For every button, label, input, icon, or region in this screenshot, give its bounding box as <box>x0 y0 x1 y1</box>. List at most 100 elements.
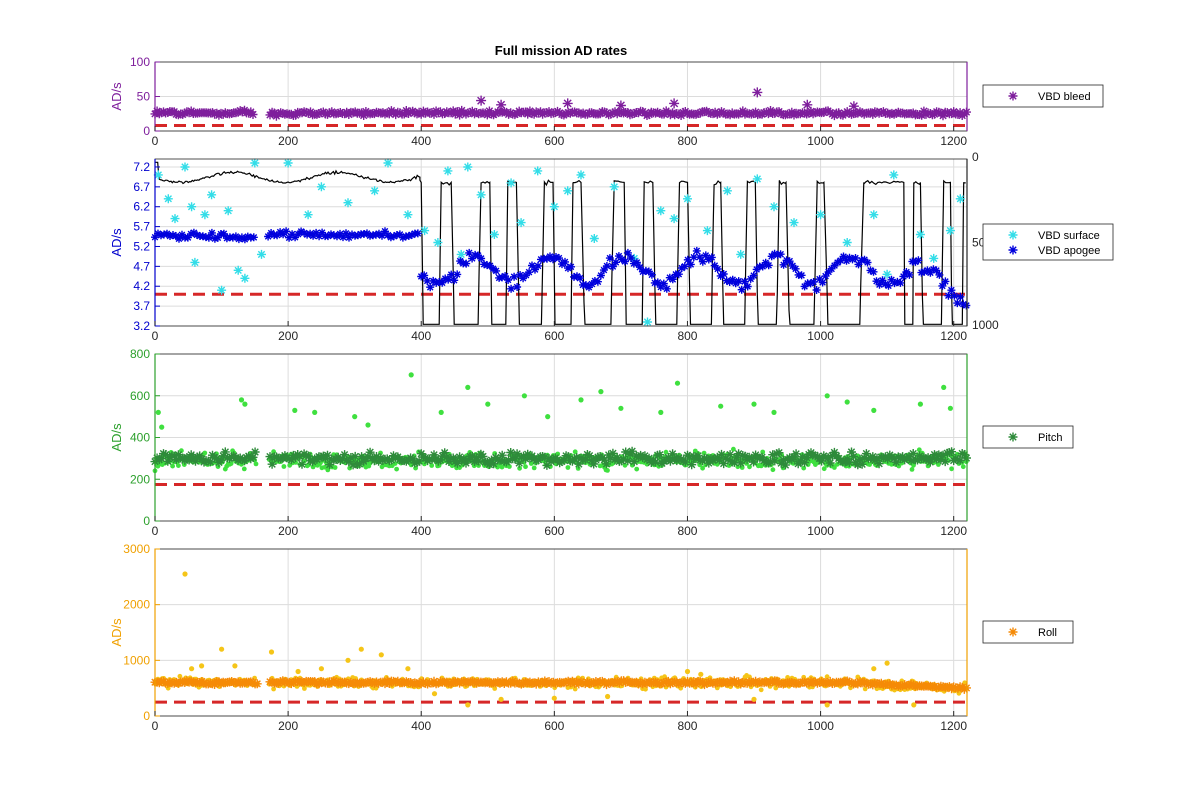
vbd-apogee-point <box>354 231 362 240</box>
data-point <box>429 109 439 119</box>
data-point <box>623 456 633 466</box>
vbd-surface-point <box>233 265 243 275</box>
data-point <box>734 109 744 119</box>
outlier-point <box>268 649 275 655</box>
data-point <box>876 108 886 117</box>
vbd-apogee-point <box>692 246 701 255</box>
data-point <box>340 677 350 687</box>
vbd-apogee-point <box>737 285 746 294</box>
data-point <box>512 449 522 459</box>
vbd-apogee-point <box>596 271 605 280</box>
vbd-surface-point <box>669 214 679 224</box>
data-point <box>429 450 439 460</box>
vbd-apogee-point <box>809 278 818 286</box>
vbd-apogee-point <box>701 251 710 260</box>
data-point <box>938 111 948 121</box>
vbd-apogee-point <box>462 259 471 268</box>
vbd-surface-point <box>443 166 453 176</box>
data-point <box>169 451 179 461</box>
vbd-apogee-point <box>492 266 501 275</box>
data-point <box>540 452 550 462</box>
data-point <box>482 110 492 120</box>
outlier-point <box>521 393 528 399</box>
data-point <box>832 465 837 470</box>
y-tick-label: 6.7 <box>133 180 150 194</box>
vbd-apogee-point <box>830 261 839 270</box>
data-point <box>332 465 338 470</box>
vbd-apogee-point <box>929 265 938 274</box>
vbd-surface-point <box>643 317 652 327</box>
data-point <box>642 111 652 120</box>
vbd-apogee-point <box>653 278 662 287</box>
vbd-apogee-point <box>426 283 435 292</box>
vbd-surface-point <box>842 238 852 247</box>
vbd-apogee-point <box>791 264 800 273</box>
vbd-surface-point <box>163 194 173 204</box>
vbd-apogee-point <box>303 230 312 239</box>
data-point <box>542 460 552 470</box>
data-point <box>248 110 258 119</box>
vbd-apogee-point <box>300 228 309 237</box>
vbd-surface-point <box>190 257 200 267</box>
vbd-apogee-point <box>453 270 462 279</box>
legend: VBD surface VBD apogee <box>982 223 1114 261</box>
vbd-apogee-point <box>911 257 920 266</box>
data-point <box>589 459 599 469</box>
vbd-surface-point <box>207 190 217 200</box>
data-point <box>173 450 183 460</box>
outlier-point <box>669 98 680 109</box>
vbd-apogee-point <box>827 264 836 273</box>
vbd-apogee-point <box>713 265 722 273</box>
vbd-surface-point <box>752 174 762 184</box>
vbd-apogee-point <box>674 270 683 279</box>
data-point <box>346 453 356 462</box>
data-point <box>847 109 856 119</box>
data-point <box>653 107 663 117</box>
data-point <box>883 454 893 464</box>
data-point <box>913 455 922 465</box>
vbd-apogee-point <box>854 260 863 269</box>
vbd-apogee-point <box>407 230 416 239</box>
vbd-apogee-point <box>498 273 507 282</box>
data-point <box>919 106 929 116</box>
data-point <box>687 460 697 470</box>
data-point <box>678 456 688 466</box>
data-point <box>363 452 373 462</box>
vbd-surface-point <box>476 190 486 200</box>
vbd-apogee-point <box>234 235 243 244</box>
outlier-point <box>698 671 704 677</box>
vbd-apogee-point <box>926 268 935 277</box>
vbd-apogee-point <box>953 299 962 308</box>
data-point <box>651 677 660 687</box>
vbd-apogee-point <box>779 260 788 269</box>
outlier-point <box>498 696 504 702</box>
data-point <box>506 448 516 457</box>
data-point <box>218 451 228 461</box>
vbd-apogee-point <box>632 258 641 267</box>
data-point <box>442 452 452 462</box>
outlier-point <box>219 646 225 652</box>
data-point <box>435 455 445 465</box>
data-point <box>384 109 394 119</box>
vbd-apogee-point <box>573 272 581 281</box>
x-tick-label: 1000 <box>807 134 834 148</box>
vbd-apogee-point <box>872 277 881 286</box>
vbd-apogee-point <box>746 274 755 283</box>
data-point <box>325 460 335 470</box>
y-tick-label: 3.2 <box>133 319 150 333</box>
vbd-apogee-point <box>516 271 525 279</box>
data-point <box>463 455 473 465</box>
vbd-apogee-point <box>662 284 671 293</box>
data-point <box>284 454 294 464</box>
vbd-surface-point <box>187 202 197 212</box>
vbd-apogee-point <box>914 256 923 265</box>
vbd-apogee-point <box>629 259 638 268</box>
data-point <box>605 468 610 473</box>
data-point <box>798 452 807 462</box>
vbd-apogee-point <box>860 255 869 264</box>
outlier-point <box>405 666 411 672</box>
data-point <box>314 109 324 118</box>
vbd-apogee-point <box>800 282 809 291</box>
y-tick-label: 7.2 <box>133 160 150 174</box>
vbd-apogee-point <box>192 230 201 239</box>
